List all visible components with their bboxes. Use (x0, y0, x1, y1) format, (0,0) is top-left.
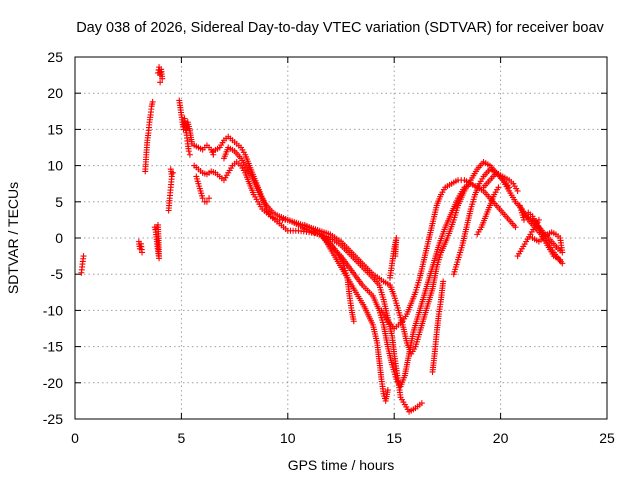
series-track-3 (142, 98, 156, 175)
data-point (529, 235, 536, 241)
x-tick-label: 5 (178, 430, 186, 446)
x-tick-label: 20 (493, 430, 509, 446)
x-tick-label: 0 (71, 430, 79, 446)
data-point (203, 198, 210, 205)
data-point (418, 400, 425, 407)
series-track-21 (514, 216, 542, 260)
data-point (512, 224, 519, 231)
series-track-6 (165, 166, 176, 214)
series-track-4 (151, 221, 163, 262)
x-tick-label: 25 (599, 430, 615, 446)
data-point (152, 226, 159, 233)
y-tick-label: 0 (55, 230, 63, 246)
data-point (80, 253, 87, 260)
y-tick-label: 25 (47, 49, 63, 65)
series-track-2 (135, 238, 146, 256)
series-track-9 (193, 173, 213, 205)
y-tick-label: -15 (43, 339, 63, 355)
series-track-18 (450, 166, 513, 278)
y-tick-label: 20 (47, 85, 63, 101)
data-point (495, 184, 502, 191)
series-track-14 (323, 235, 357, 325)
data-point (157, 79, 164, 86)
y-tick-label: 15 (47, 121, 63, 137)
series-track-24 (516, 202, 528, 223)
series-track-8 (182, 119, 217, 158)
y-tick-label: 10 (47, 158, 63, 174)
data-point (514, 187, 521, 194)
data-point (384, 387, 391, 394)
chart-title: Day 038 of 2026, Sidereal Day-to-day VTE… (76, 20, 604, 36)
series-track-23 (525, 209, 566, 267)
y-tick-label: -5 (51, 266, 64, 282)
series-track-19 (480, 169, 521, 194)
data-point (440, 278, 447, 285)
data-point (521, 216, 528, 223)
data-point (149, 98, 156, 105)
y-tick-label: -10 (43, 302, 63, 318)
data-point (186, 151, 193, 158)
data-point (169, 169, 176, 176)
series-track-5 (154, 64, 166, 86)
data-point (535, 216, 542, 223)
data-point (206, 195, 213, 202)
y-tick-label: -25 (43, 411, 63, 427)
data-point (559, 260, 566, 267)
x-axis-tick-labels: 0 5 10 15 20 25 (71, 430, 615, 446)
data-marks (78, 64, 566, 415)
axis-ticks (74, 56, 608, 420)
data-point (392, 253, 399, 260)
series-track-12 (220, 144, 519, 390)
y-tick-label: -20 (43, 375, 63, 391)
x-tick-label: 15 (386, 430, 402, 446)
series-track-20 (474, 184, 502, 238)
series-track-17 (429, 278, 447, 375)
data-point (159, 75, 166, 82)
series-track-16 (386, 235, 400, 281)
x-tick-label: 10 (280, 430, 296, 446)
y-tick-label: 5 (55, 194, 63, 210)
series-track-15 (378, 177, 481, 332)
series-track-1 (78, 253, 87, 276)
x-axis-title: GPS time / hours (288, 457, 395, 473)
data-point (167, 166, 174, 173)
data-point (185, 148, 192, 155)
y-axis-title: SDTVAR / TECUs (5, 182, 21, 294)
data-point (139, 249, 146, 256)
data-point (199, 195, 206, 202)
data-point (350, 318, 357, 325)
data-point (506, 184, 513, 191)
y-axis-tick-labels: 25 20 15 10 5 0 -5 -10 -15 -20 -25 (43, 49, 63, 427)
